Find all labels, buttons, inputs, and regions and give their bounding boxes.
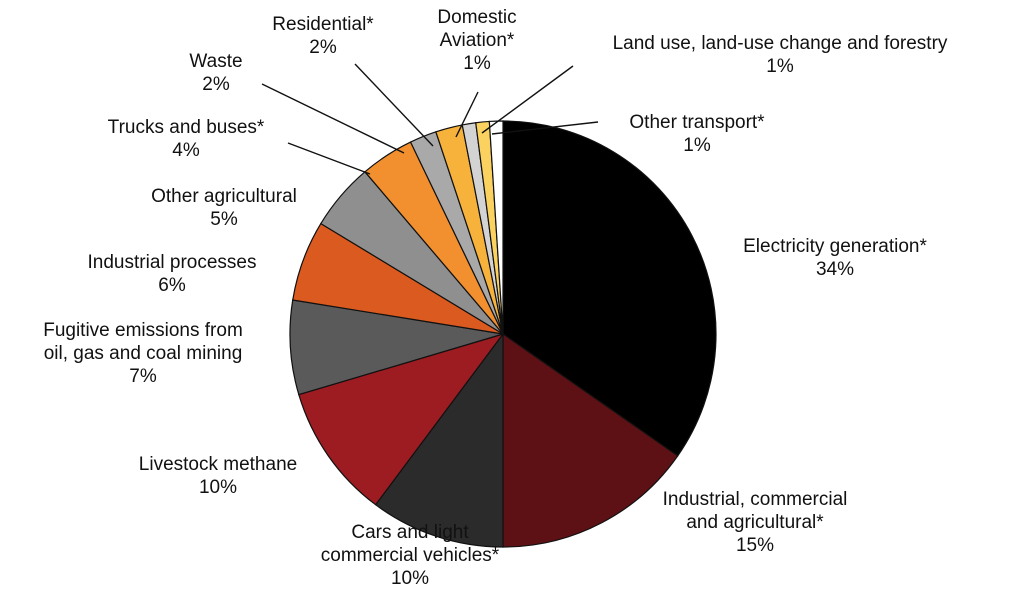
- pie-slice-industrial-commercial-and-agricultural: [502, 332, 679, 548]
- slice-label-land-use-land-use-change-and-forestry: Land use, land-use change and forestry 1%: [613, 33, 948, 77]
- slice-name-line: Trucks and buses*: [108, 117, 265, 138]
- slice-name-line: Other transport*: [629, 112, 765, 133]
- slice-name-line: Industrial processes: [88, 252, 257, 273]
- slice-value-label: 1%: [766, 56, 794, 77]
- slice-label-domestic-aviation: Domestic Aviation* 1%: [437, 7, 516, 74]
- leader-lines: [261, 63, 599, 175]
- slice-name-line: Livestock methane: [139, 454, 297, 475]
- slice-label-industrial-commercial-and-agricultural: Industrial, commercial and agricultural* 1…: [663, 489, 848, 556]
- slice-value-label: 2%: [202, 74, 230, 95]
- slice-name-line: Industrial, commercial: [663, 489, 848, 510]
- slice-value-label: 5%: [210, 209, 238, 230]
- slice-value-label: 10%: [199, 477, 237, 498]
- slice-name-line: Residential*: [272, 14, 374, 35]
- slice-name-line: and agricultural*: [686, 512, 824, 533]
- slice-value-label: 1%: [683, 135, 711, 156]
- slice-value-label: 2%: [309, 37, 337, 58]
- leader-line-domestic-aviation: [455, 91, 479, 138]
- slice-name-line: Other agricultural: [151, 186, 297, 207]
- slice-value-label: 4%: [172, 140, 200, 161]
- slice-name-line: Electricity generation*: [743, 236, 927, 257]
- slice-label-livestock-methane: Livestock methane 10%: [139, 454, 297, 498]
- slice-label-electricity-generation: Electricity generation* 34%: [743, 236, 927, 280]
- slice-label-fugitive-emissions-from-oil-gas-and-coal-mining: Fugitive emissions from oil, gas and coal…: [43, 320, 243, 387]
- slice-name-line: Aviation*: [440, 30, 515, 51]
- slice-name-line: Waste: [189, 51, 242, 72]
- slice-value-label: 10%: [391, 568, 429, 589]
- slice-labels: Electricity generation* 34% Industrial, co…: [43, 7, 948, 589]
- slice-label-industrial-processes: Industrial processes 6%: [88, 252, 257, 296]
- slice-label-other-transport: Other transport* 1%: [629, 112, 765, 156]
- slice-name-line: Land use, land-use change and forestry: [613, 33, 948, 54]
- slice-name-line: Domestic: [437, 7, 516, 28]
- leader-line-trucks-and-buses: [287, 142, 371, 175]
- slice-name-line: Cars and light: [351, 522, 469, 543]
- leader-line-land-use-land-use-change-and-forestry: [481, 65, 574, 134]
- pie-slices: [289, 120, 717, 548]
- slice-name-line: commercial vehicles*: [321, 545, 500, 566]
- slice-value-label: 6%: [158, 275, 186, 296]
- leader-line-waste: [261, 83, 405, 154]
- slice-label-waste: Waste 2%: [189, 51, 242, 95]
- pie-slice-cars-and-light-commercial-vehicles: [374, 332, 504, 548]
- slice-value-label: 15%: [736, 535, 774, 556]
- pie-slice-electricity-generation: [502, 120, 717, 457]
- slice-value-label: 1%: [463, 53, 491, 74]
- slice-label-trucks-and-buses: Trucks and buses* 4%: [108, 117, 265, 161]
- slice-name-line: oil, gas and coal mining: [44, 343, 243, 364]
- slice-label-cars-and-light-commercial-vehicles: Cars and light commercial vehicles* 10%: [321, 522, 500, 589]
- slice-label-other-agricultural: Other agricultural 5%: [151, 186, 297, 230]
- slice-value-label: 34%: [816, 259, 854, 280]
- leader-line-residential: [354, 63, 434, 147]
- pie-slice-other-transport: [488, 120, 504, 335]
- slice-value-label: 7%: [129, 366, 157, 387]
- slice-label-residential: Residential* 2%: [272, 14, 374, 58]
- slice-name-line: Fugitive emissions from: [43, 320, 243, 341]
- leader-line-other-transport: [491, 121, 599, 135]
- pie-slice-livestock-methane: [298, 332, 505, 506]
